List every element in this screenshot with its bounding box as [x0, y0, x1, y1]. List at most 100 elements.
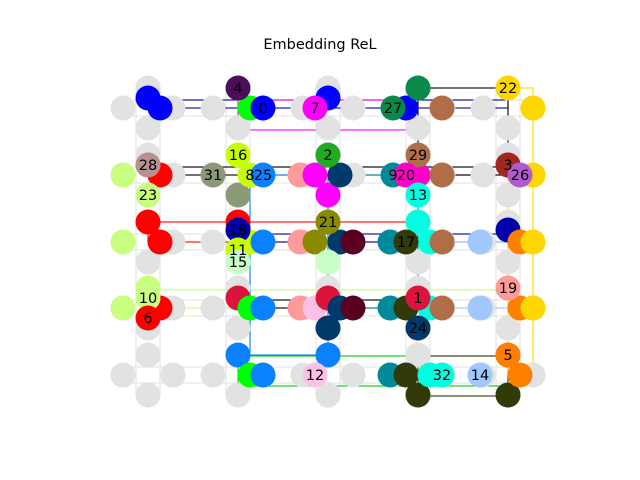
node-29 [405, 142, 431, 168]
node-15 [225, 249, 251, 275]
node-label: 31 [204, 168, 222, 184]
embedding-qubit [405, 75, 431, 101]
node-label: 12 [306, 368, 324, 384]
node-label: 29 [409, 148, 427, 164]
node-25 [250, 162, 276, 188]
grid-node [110, 95, 136, 121]
grid-node [135, 249, 161, 275]
embedding-qubit [393, 362, 419, 388]
grid-node [470, 95, 496, 121]
node-12 [302, 362, 328, 388]
embedding-qubit [429, 162, 455, 188]
embedding-qubit [520, 229, 546, 255]
embedding-qubit [405, 209, 431, 235]
embedding-qubit [429, 295, 455, 321]
node-label: 17 [397, 235, 415, 251]
grid-node [315, 382, 341, 408]
node-label: 20 [397, 168, 415, 184]
node-label: 22 [499, 81, 517, 97]
embedding-qubit [302, 162, 328, 188]
grid-node [135, 342, 161, 368]
node-23 [135, 182, 161, 208]
node-19 [495, 275, 521, 301]
grid-node [315, 115, 341, 141]
grid-node [225, 115, 251, 141]
grid-node [495, 315, 521, 341]
grid-node [200, 362, 226, 388]
embedding-qubit [110, 295, 136, 321]
node-label: 0 [258, 101, 267, 117]
grid-node [135, 382, 161, 408]
grid-node [405, 249, 431, 275]
node-4 [225, 75, 251, 101]
node-label: 6 [143, 311, 152, 327]
node-10 [135, 285, 161, 311]
embedding-edge [237, 355, 509, 387]
embedding-qubit [340, 295, 366, 321]
embedding-qubit [135, 209, 161, 235]
embedding-qubit [250, 362, 276, 388]
grid-node [200, 229, 226, 255]
node-label: 11 [229, 243, 247, 259]
grid-node [340, 362, 366, 388]
grid-node [495, 115, 521, 141]
node-label: 21 [319, 215, 337, 231]
embedding-qubit [429, 229, 455, 255]
embedding-qubit [315, 315, 341, 341]
embedding-edge [417, 87, 509, 176]
node-label: 19 [499, 281, 517, 297]
grid-node [225, 315, 251, 341]
node-20 [393, 162, 419, 188]
node-label: 25 [254, 168, 272, 184]
embedding-qubit [495, 382, 521, 408]
node-label: 26 [511, 168, 529, 184]
node-22 [495, 75, 521, 101]
node-label: 1 [413, 291, 422, 307]
embedding-qubit [250, 229, 276, 255]
embedding-qubit [327, 162, 353, 188]
embedding-qubit [147, 229, 173, 255]
node-label: 18 [229, 223, 247, 239]
embedding-qubit [315, 249, 341, 275]
node-17 [393, 229, 419, 255]
grid-node [470, 162, 496, 188]
embedding-edge [147, 221, 419, 243]
embedding-qubit [507, 362, 533, 388]
node-label: 4 [233, 81, 242, 97]
embedding-qubit [147, 95, 173, 121]
embedding-qubit [467, 229, 493, 255]
embedding-qubit [110, 229, 136, 255]
node-28 [135, 152, 161, 178]
node-6 [135, 305, 161, 331]
grid-node [160, 362, 186, 388]
node-14 [467, 362, 493, 388]
node-0 [250, 95, 276, 121]
node-label: 9 [388, 168, 397, 184]
grid-node [200, 295, 226, 321]
node-32 [429, 362, 455, 388]
node-13 [405, 182, 431, 208]
embedding-qubit [340, 229, 366, 255]
node-18 [225, 217, 251, 243]
node-21 [315, 209, 341, 235]
node-16 [225, 142, 251, 168]
node-label: 15 [229, 255, 247, 271]
node-7 [302, 95, 328, 121]
embedding-qubit [315, 182, 341, 208]
embedding-qubit [405, 382, 431, 408]
grid-node [495, 249, 521, 275]
embedding-qubit [250, 295, 276, 321]
grid-node [405, 342, 431, 368]
node-1 [405, 285, 431, 311]
embedding-qubit [225, 342, 251, 368]
embedding-qubit [225, 182, 251, 208]
embedding-qubit [429, 95, 455, 121]
figure-title: Embedding ReL [263, 37, 376, 53]
node-label: 5 [503, 348, 512, 364]
node-label: 10 [139, 291, 157, 307]
node-label: 8 [245, 168, 254, 184]
node-label: 7 [310, 101, 319, 117]
node-label: 24 [409, 321, 427, 337]
